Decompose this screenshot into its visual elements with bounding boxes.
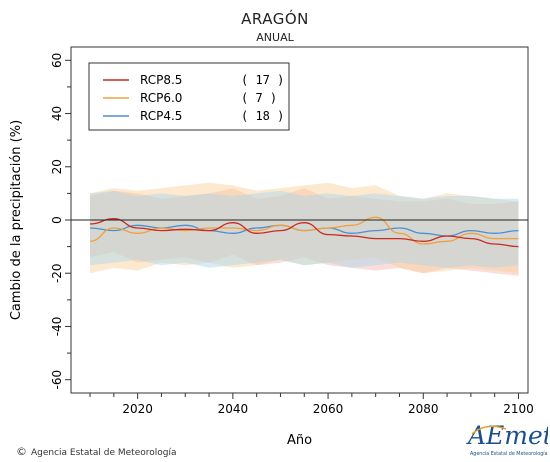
copyright-icon: © bbox=[16, 445, 27, 458]
y-tick-label: 0 bbox=[50, 216, 64, 224]
chart-subtitle: ANUAL bbox=[256, 31, 294, 44]
legend-label: RCP8.5 bbox=[140, 73, 182, 87]
y-axis-label: Cambio de la precipitación (%) bbox=[9, 120, 24, 320]
legend-count: ( 7 ) bbox=[241, 91, 277, 105]
band-rcp6.0 bbox=[90, 182, 519, 274]
y-tick-label: 20 bbox=[50, 159, 64, 174]
band-rcp8.5 bbox=[90, 188, 519, 276]
bands-layer bbox=[90, 182, 519, 276]
y-tick-label: 40 bbox=[50, 106, 64, 121]
credit: © Agencia Estatal de Meteorología bbox=[16, 445, 177, 458]
legend: RCP8.5 ( 17 ) RCP6.0 ( 7 ) RCP4.5 ( 18 ) bbox=[88, 62, 290, 131]
legend-label: RCP4.5 bbox=[140, 109, 182, 123]
x-tick-label: 2020 bbox=[122, 402, 153, 416]
x-tick-label: 2040 bbox=[218, 402, 249, 416]
aemet-logo: AEmet Agencia Estatal de Meteorología bbox=[466, 421, 548, 457]
legend-count: ( 17 ) bbox=[241, 73, 284, 87]
x-tick-label: 2080 bbox=[408, 402, 439, 416]
x-axis-label: Año bbox=[287, 433, 312, 448]
y-tick-label: 60 bbox=[50, 53, 64, 68]
x-tick-label: 2100 bbox=[503, 402, 534, 416]
y-tick-label: -20 bbox=[50, 263, 64, 283]
legend-count: ( 18 ) bbox=[241, 109, 284, 123]
band-rcp4.5 bbox=[90, 190, 519, 268]
svg-text:Agencia Estatal de Meteorologí: Agencia Estatal de Meteorología bbox=[470, 450, 548, 457]
y-tick-label: -60 bbox=[50, 370, 64, 390]
svg-text:AEmet: AEmet bbox=[466, 421, 548, 450]
x-tick-label: 2060 bbox=[313, 402, 344, 416]
legend-box bbox=[88, 62, 290, 131]
line-rcp6.0 bbox=[89, 216, 519, 245]
line-rcp8.5 bbox=[89, 218, 519, 248]
lines-layer bbox=[89, 216, 519, 248]
credit-text: Agencia Estatal de Meteorología bbox=[31, 448, 177, 458]
chart-title: ARAGÓN bbox=[241, 10, 309, 28]
y-tick-label: -40 bbox=[50, 317, 64, 337]
legend-label: RCP6.0 bbox=[140, 91, 182, 105]
